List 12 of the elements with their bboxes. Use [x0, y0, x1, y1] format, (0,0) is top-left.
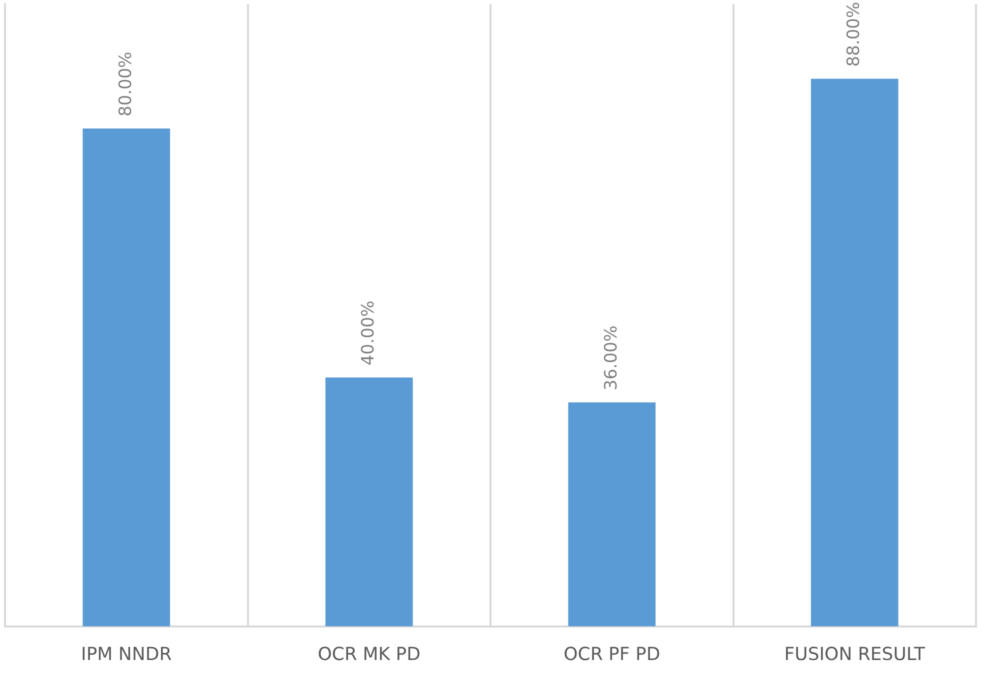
bar — [568, 402, 656, 626]
x-tick-label: IPM NNDR — [81, 644, 172, 665]
data-label: 80.00% — [116, 52, 136, 116]
data-label: 40.00% — [358, 300, 379, 366]
x-tick-label: OCR MK PD — [318, 644, 420, 665]
data-label: 88.00% — [844, 2, 864, 67]
bar — [82, 128, 170, 626]
bar — [325, 377, 413, 626]
bar — [810, 78, 898, 626]
x-tick-label: OCR PF PD — [564, 644, 660, 665]
data-label: 36.00% — [601, 326, 622, 390]
x-tick-label: FUSION RESULT — [784, 644, 926, 665]
